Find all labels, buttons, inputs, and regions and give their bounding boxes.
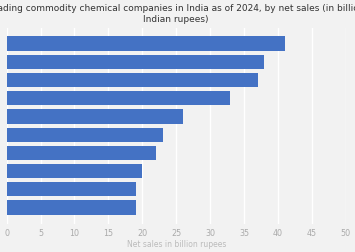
Bar	[7, 164, 142, 178]
Bar	[7, 146, 156, 160]
Bar	[7, 182, 136, 197]
Title: Leading commodity chemical companies in India as of 2024, by net sales (in billi: Leading commodity chemical companies in …	[0, 4, 355, 23]
Bar	[7, 55, 264, 70]
Bar	[7, 110, 183, 124]
Bar	[7, 74, 258, 88]
Bar	[7, 92, 230, 106]
Bar	[7, 128, 163, 142]
Bar	[7, 201, 136, 215]
X-axis label: Net sales in billion rupees: Net sales in billion rupees	[126, 239, 226, 248]
Bar	[7, 37, 285, 51]
